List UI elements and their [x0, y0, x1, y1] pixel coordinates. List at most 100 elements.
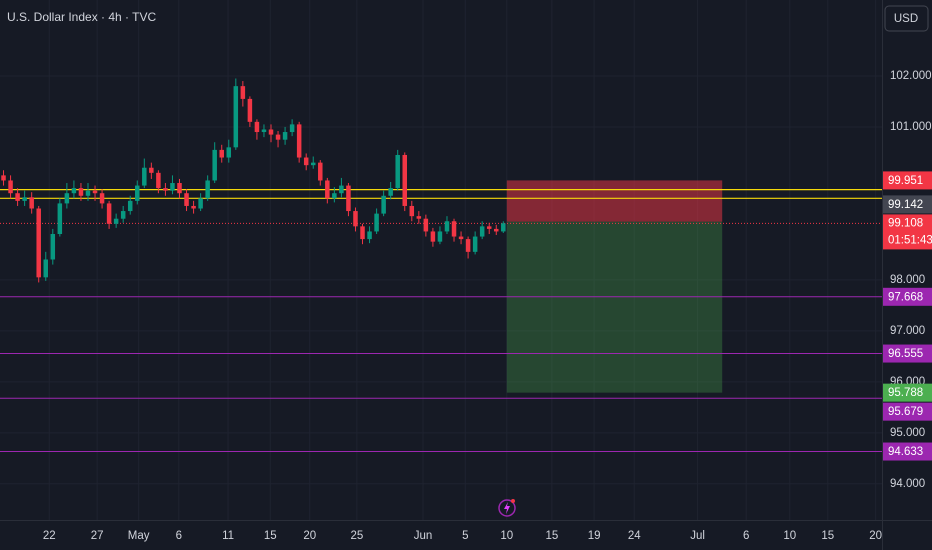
price-label: 94.633	[888, 446, 923, 458]
candle-body	[353, 211, 358, 227]
candle-body	[219, 149, 224, 158]
candle-body	[92, 190, 98, 194]
candle-body	[106, 203, 112, 224]
candle-body	[233, 86, 239, 148]
x-tick-label: 19	[588, 530, 601, 542]
candle-body	[177, 183, 182, 194]
price-label: 97.668	[888, 291, 923, 303]
candle-body	[402, 154, 408, 206]
y-tick-label: 94.000	[890, 478, 925, 490]
candle-body	[113, 218, 119, 224]
x-tick-label: 11	[222, 530, 234, 542]
price-label-bg	[883, 171, 932, 190]
x-tick-label: 10	[783, 530, 796, 542]
candle-body	[479, 226, 485, 237]
candle-body	[127, 200, 133, 212]
candle-body	[205, 180, 210, 199]
candle-body	[22, 197, 27, 201]
event-icon-ring[interactable]	[498, 499, 516, 517]
x-tick-label: 6	[176, 530, 182, 542]
candle-body	[226, 147, 232, 158]
candle-body	[254, 121, 260, 133]
candle-body	[120, 211, 126, 219]
candle-body	[332, 193, 337, 199]
x-tick-label: May	[128, 530, 150, 542]
chart-title: U.S. Dollar Index · 4h · TVC	[7, 10, 156, 24]
price-label-bg	[883, 195, 932, 214]
price-label-bg	[883, 402, 932, 421]
candle-body	[99, 193, 105, 204]
candle-body	[318, 162, 323, 181]
axes: 102.000101.00098.00097.00096.00095.00094…	[43, 70, 932, 542]
event-icon-bolt[interactable]	[504, 502, 510, 514]
candle-body	[163, 188, 168, 191]
candle-body	[268, 129, 274, 135]
candle-body	[71, 188, 77, 194]
candle-body	[1, 175, 6, 181]
event-icon[interactable]	[498, 499, 516, 517]
candle-body	[170, 183, 175, 191]
candle-body	[388, 188, 393, 196]
candle-body	[303, 157, 309, 166]
candle-body	[296, 124, 302, 158]
candle-body	[240, 86, 246, 99]
candle-body	[78, 188, 84, 196]
candle-body	[149, 167, 154, 173]
price-label-bg	[883, 287, 932, 306]
last-price-label-bg	[883, 214, 932, 250]
x-tick-label: 6	[743, 530, 749, 542]
candle-body	[282, 132, 288, 140]
candle-body	[275, 134, 281, 140]
candle-body	[15, 193, 20, 201]
stop-zone	[506, 180, 723, 222]
price-label-bg	[883, 442, 932, 461]
x-tick-label: 15	[821, 530, 834, 542]
candle-body	[374, 213, 379, 232]
candle-body	[247, 98, 253, 122]
y-tick-label: 97.000	[890, 325, 925, 337]
currency[interactable]: USD	[894, 13, 918, 25]
candle-body	[486, 226, 492, 229]
candle-body	[198, 198, 203, 209]
x-tick-label: 15	[264, 530, 277, 542]
candle-body	[367, 231, 372, 240]
countdown: 01:51:43	[888, 234, 932, 246]
price-label-bg	[883, 344, 932, 363]
candle-body	[494, 228, 499, 232]
grid	[0, 0, 882, 520]
price-label-bg	[883, 383, 932, 402]
currency-button[interactable]	[884, 5, 929, 32]
candle-body	[339, 185, 344, 194]
candle-body	[64, 193, 70, 204]
candle-body	[416, 216, 422, 219]
candle-body	[430, 231, 436, 242]
price-label: 96.555	[888, 348, 923, 360]
x-tick-label: 20	[869, 530, 882, 542]
candle-body	[360, 226, 365, 240]
candle-body	[57, 203, 63, 234]
x-tick-label: 25	[350, 530, 363, 542]
x-tick-label: 22	[43, 530, 56, 542]
x-tick-label: 20	[303, 530, 316, 542]
candle-body	[29, 197, 34, 209]
candle-body	[184, 193, 189, 206]
last-price-label: 99.108	[888, 217, 923, 229]
candle-body	[36, 208, 41, 278]
x-tick-label: Jun	[414, 530, 433, 542]
candle-body	[451, 221, 457, 237]
candle-body	[135, 185, 140, 201]
candle-body	[261, 129, 267, 133]
price-label: 95.788	[888, 387, 923, 399]
candle-body	[43, 259, 49, 278]
x-tick-label: Jul	[690, 530, 705, 542]
candle-body	[8, 180, 13, 194]
y-tick-label: 102.000	[890, 70, 932, 82]
candle-body	[310, 162, 316, 166]
candle-body	[325, 180, 330, 199]
candle-body	[156, 172, 161, 189]
candle-body	[381, 195, 386, 214]
event-icon-dot[interactable]	[511, 499, 515, 503]
